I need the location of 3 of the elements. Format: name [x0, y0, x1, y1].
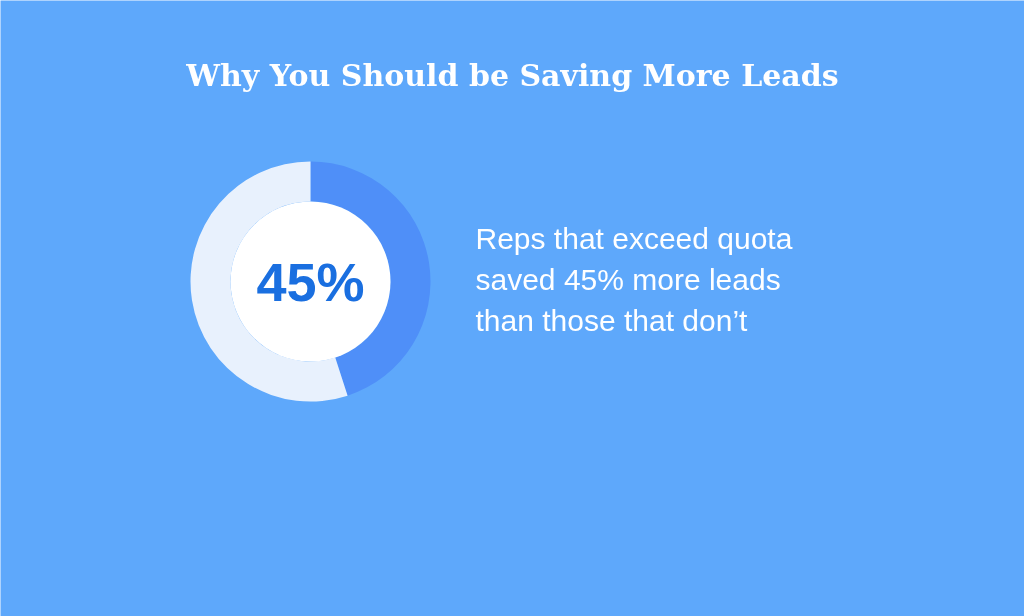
- text: Reps that exceed quota saved 45% more leads than those that don’t: [475, 221, 793, 338]
- text: Why You Should be Saving More Leads: [185, 58, 839, 93]
- data-label: 45%: [256, 251, 365, 312]
